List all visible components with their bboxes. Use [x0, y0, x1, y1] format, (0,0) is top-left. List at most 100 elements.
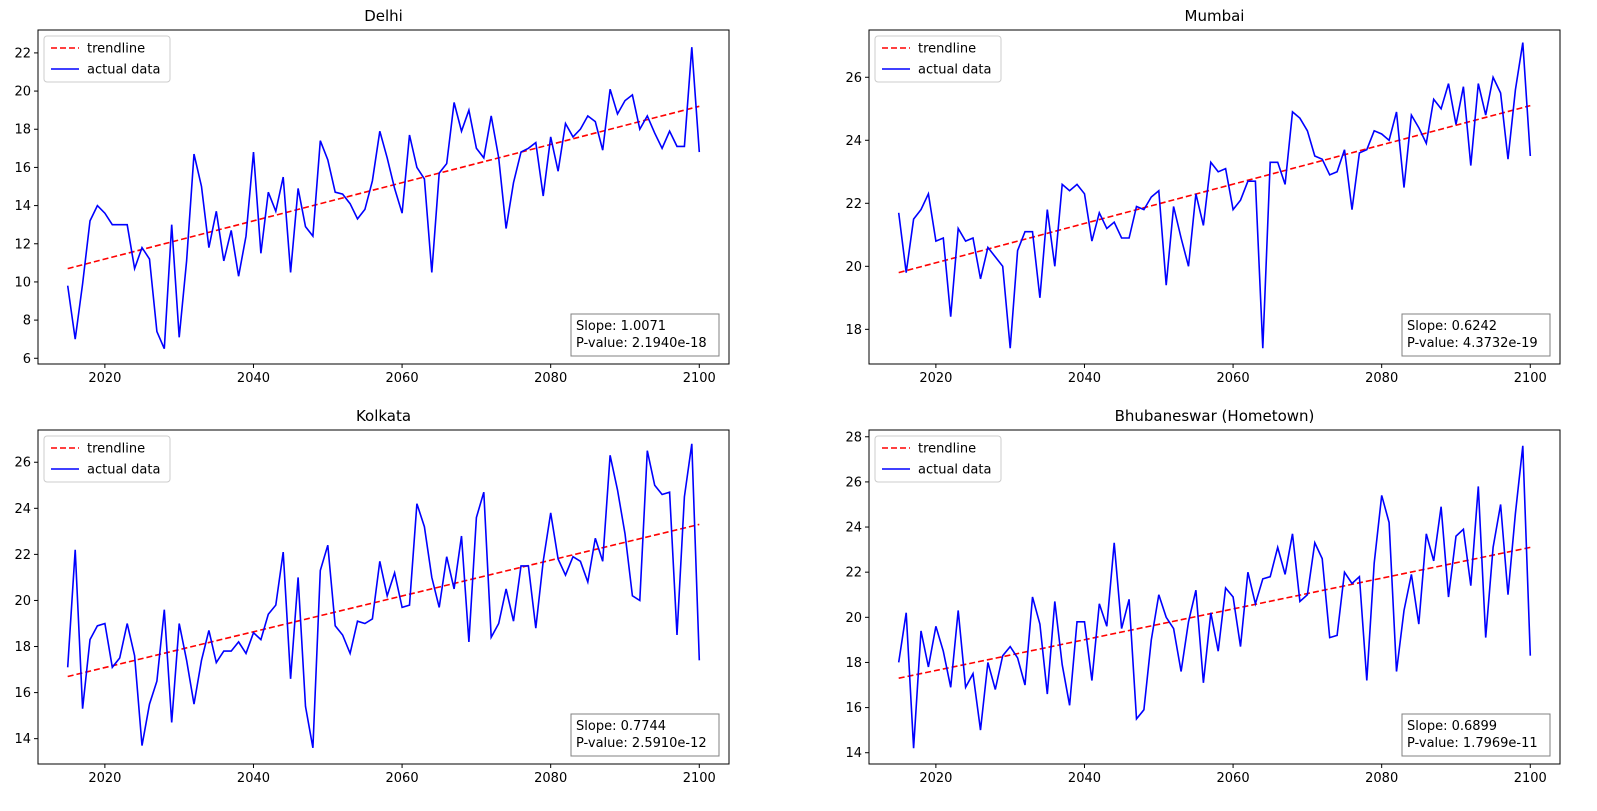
chart-title: Mumbai [1185, 7, 1245, 25]
axes-frame [868, 429, 1561, 765]
legend: trendline actual data [43, 435, 171, 483]
legend: trendline actual data [874, 35, 1002, 83]
y-tick-label: 18 [845, 656, 862, 671]
axes-frame [37, 29, 730, 365]
legend-label: actual data [87, 63, 160, 78]
axes-frame [37, 429, 730, 765]
x-tick-label: 2100 [1514, 771, 1547, 786]
x-tick-label: 2040 [1068, 771, 1101, 786]
chart-title: Bhubaneswar (Hometown) [1115, 407, 1315, 425]
y-tick-label: 26 [14, 456, 31, 471]
x-tick-label: 2100 [683, 371, 716, 386]
x-tick-label: 2060 [386, 771, 419, 786]
x-tick-label: 2020 [919, 771, 952, 786]
legend-label: trendline [87, 42, 145, 57]
y-tick-label: 24 [845, 134, 862, 149]
stats-box-frame [1401, 313, 1551, 357]
x-tick-label: 2040 [1068, 371, 1101, 386]
y-tick-label: 16 [845, 701, 862, 716]
legend: trendline actual data [43, 35, 171, 83]
chart-title: Delhi [364, 7, 403, 25]
legend-label: actual data [87, 463, 160, 478]
y-tick-label: 28 [845, 430, 862, 445]
pvalue-value: P-value: 1.7969e-11 [1407, 736, 1538, 751]
stats-box-frame [570, 313, 720, 357]
trendline-series [67, 523, 700, 678]
x-tick-label: 2020 [919, 371, 952, 386]
y-tick-label: 22 [14, 548, 31, 563]
x-tick-label: 2040 [237, 771, 270, 786]
y-tick-label: 20 [14, 85, 31, 100]
actual-data-series [66, 47, 701, 350]
y-tick-label: 22 [14, 46, 31, 61]
legend-label: trendline [918, 442, 976, 457]
subplot-bhubaneswar: Bhubaneswar (Hometown) 2020 2040 2060 2080 21… [845, 407, 1561, 786]
legend-label: trendline [87, 442, 145, 457]
pvalue-value: P-value: 2.1940e-18 [576, 336, 707, 351]
x-tick-label: 2060 [1217, 371, 1250, 386]
x-tick-label: 2080 [1365, 771, 1398, 786]
y-tick-label: 26 [845, 71, 862, 86]
y-tick-label: 24 [845, 521, 862, 536]
stats-box: Slope: 1.0071 P-value: 2.1940e-18 [570, 313, 720, 357]
stats-box: Slope: 0.6899 P-value: 1.7969e-11 [1401, 713, 1551, 757]
actual-data-series [897, 42, 1532, 349]
legend-box [874, 435, 1002, 483]
subplot-delhi: Delhi 2020 2040 2060 2080 2100 6 8 10 12 14 16 18 20 2… [14, 7, 730, 386]
y-tick-label: 20 [845, 260, 862, 275]
y-tick-label: 24 [14, 502, 31, 517]
x-tick-label: 2020 [88, 371, 121, 386]
x-tick-label: 2080 [534, 771, 567, 786]
y-tick-label: 18 [14, 640, 31, 655]
x-tick-label: 2100 [1514, 371, 1547, 386]
actual-data-series [897, 445, 1532, 749]
x-tick-label: 2100 [683, 771, 716, 786]
legend: trendline actual data [874, 435, 1002, 483]
subplot-kolkata: Kolkata 2020 2040 2060 2080 2100 14 16 18 20 22 24 2… [14, 407, 730, 786]
trendline-series [898, 104, 1531, 274]
y-tick-label: 12 [14, 237, 31, 252]
y-tick-label: 22 [845, 566, 862, 581]
y-tick-label: 18 [845, 323, 862, 338]
slope-value: Slope: 0.6899 [1407, 719, 1497, 734]
y-tick-label: 14 [14, 199, 31, 214]
slope-value: Slope: 0.7744 [576, 719, 666, 734]
axes-frame [868, 29, 1561, 365]
legend-box [874, 35, 1002, 83]
chart-title: Kolkata [356, 407, 411, 425]
y-tick-label: 18 [14, 123, 31, 138]
stats-box-frame [570, 713, 720, 757]
stats-box: Slope: 0.6242 P-value: 4.3732e-19 [1401, 313, 1551, 357]
y-tick-label: 16 [14, 161, 31, 176]
y-tick-label: 6 [23, 352, 31, 367]
stats-box: Slope: 0.7744 P-value: 2.5910e-12 [570, 713, 720, 757]
x-tick-label: 2080 [534, 371, 567, 386]
slope-value: Slope: 1.0071 [576, 319, 666, 334]
legend-box [43, 435, 171, 483]
x-tick-label: 2080 [1365, 371, 1398, 386]
legend-box [43, 35, 171, 83]
y-tick-label: 14 [845, 746, 862, 761]
pvalue-value: P-value: 2.5910e-12 [576, 736, 707, 751]
legend-label: actual data [918, 63, 991, 78]
pvalue-value: P-value: 4.3732e-19 [1407, 336, 1538, 351]
subplot-mumbai: Mumbai 2020 2040 2060 2080 2100 18 20 22 24 26 tren… [845, 7, 1561, 386]
y-tick-label: 10 [14, 275, 31, 290]
x-tick-label: 2040 [237, 371, 270, 386]
actual-data-series [66, 443, 701, 749]
x-tick-label: 2060 [386, 371, 419, 386]
y-tick-label: 20 [14, 594, 31, 609]
x-tick-label: 2060 [1217, 771, 1250, 786]
y-tick-label: 20 [845, 611, 862, 626]
slope-value: Slope: 0.6242 [1407, 319, 1497, 334]
trendline-series [898, 546, 1531, 679]
y-tick-label: 14 [14, 732, 31, 747]
y-tick-label: 8 [23, 314, 31, 329]
legend-label: actual data [918, 463, 991, 478]
y-tick-label: 26 [845, 475, 862, 490]
legend-label: trendline [918, 42, 976, 57]
stats-box-frame [1401, 713, 1551, 757]
x-tick-label: 2020 [88, 771, 121, 786]
y-tick-label: 16 [14, 686, 31, 701]
